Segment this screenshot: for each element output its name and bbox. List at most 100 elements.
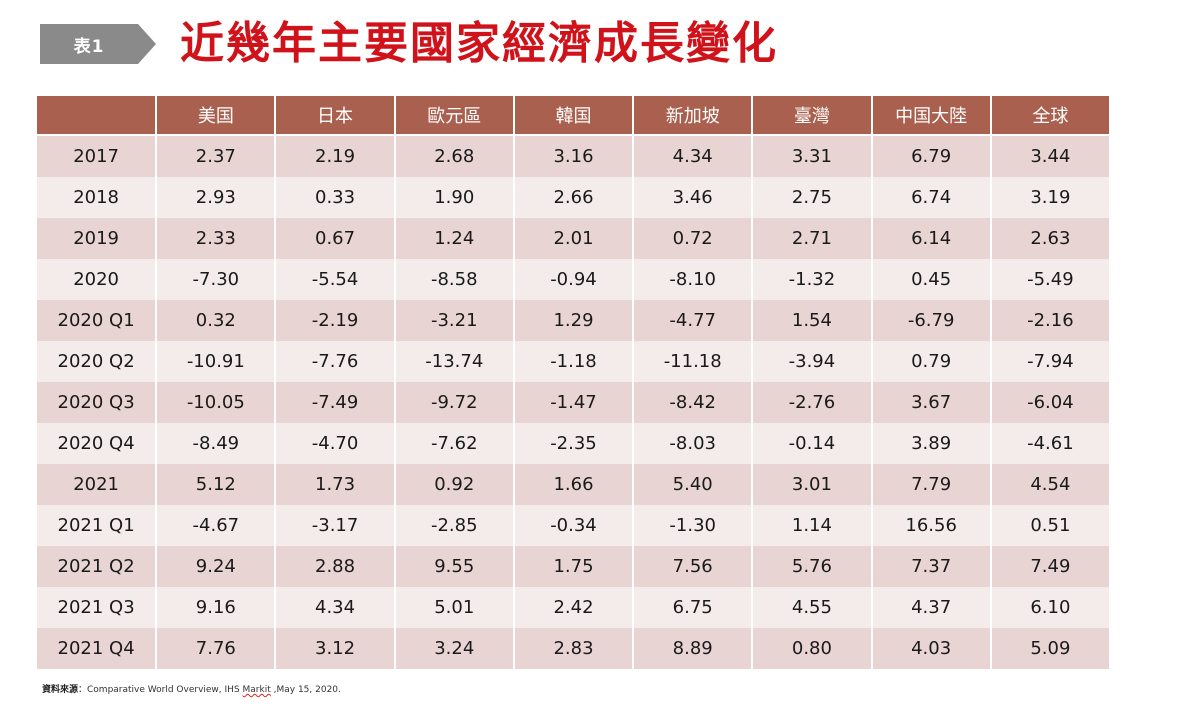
table-cell: -4.77 [633, 300, 754, 341]
table-cell: 9.16 [156, 587, 277, 628]
tag-arrow-icon [138, 24, 156, 64]
table-cell: 4.37 [871, 587, 992, 628]
table-cell: 4.34 [275, 587, 396, 628]
source-text: ：Comparative World Overview, IHS [78, 685, 243, 695]
table-cell: 7.79 [871, 464, 992, 505]
table-cell: 2.68 [394, 135, 515, 177]
row-label: 2021 Q1 [37, 505, 158, 546]
table-cell: -2.85 [394, 505, 515, 546]
table-cell: -9.72 [394, 382, 515, 423]
table-cell: 1.75 [513, 546, 635, 587]
table-cell: -1.30 [633, 505, 754, 546]
column-header: 中国大陸 [871, 96, 992, 136]
table-cell: -8.42 [633, 382, 754, 423]
table-row: 2021 Q2 9.24 2.88 9.55 1.75 7.56 5.76 7.37 7.49 [37, 546, 1112, 587]
table-cell: 1.24 [394, 218, 515, 259]
table-cell: 0.33 [275, 177, 396, 218]
table-cell: -3.17 [275, 505, 396, 546]
table-cell: -3.21 [394, 300, 515, 341]
column-header: 歐元區 [394, 96, 515, 136]
table-cell: -7.30 [156, 259, 277, 300]
table-header-row: 美国 日本 歐元區 韓国 新加坡 臺灣 中国大陸 全球 [37, 96, 1112, 136]
table-corner-cell [37, 96, 158, 136]
table-row: 2020 Q4 -8.49 -4.70 -7.62 -2.35 -8.03 -0.14 3.8… [37, 423, 1112, 464]
table-cell: 6.75 [633, 587, 754, 628]
table-cell: -6.79 [871, 300, 992, 341]
table-cell: -2.19 [275, 300, 396, 341]
table-cell: 0.45 [871, 259, 992, 300]
table-cell: 5.09 [990, 628, 1112, 669]
row-label: 2020 [37, 259, 158, 300]
table-row: 2021 Q1 -4.67 -3.17 -2.85 -0.34 -1.30 1.14 16.5… [37, 505, 1112, 546]
table-row: 2020 Q2 -10.91 -7.76 -13.74 -1.18 -11.18 -3.94… [37, 341, 1112, 382]
table-cell: -7.62 [394, 423, 515, 464]
table-row: 2019 2.33 0.67 1.24 2.01 0.72 2.71 6.14 2.63 [37, 218, 1112, 259]
table-cell: 8.89 [633, 628, 754, 669]
table-cell: -1.18 [513, 341, 635, 382]
column-header: 韓国 [513, 96, 635, 136]
row-label: 2017 [37, 135, 158, 177]
table-cell: -4.67 [156, 505, 277, 546]
table-cell: 3.24 [394, 628, 515, 669]
table-cell: 0.92 [394, 464, 515, 505]
column-header: 新加坡 [633, 96, 754, 136]
table-cell: 0.51 [990, 505, 1112, 546]
row-label: 2021 Q2 [37, 546, 158, 587]
table-row: 2020 Q1 0.32 -2.19 -3.21 1.29 -4.77 1.54 -6.79-… [37, 300, 1112, 341]
source-label: 資料來源 [42, 685, 79, 695]
table-cell: 1.54 [752, 300, 873, 341]
title-bar: 表1 近幾年主要國家經濟成長變化 [40, 14, 778, 74]
table-cell: 3.01 [752, 464, 873, 505]
table-cell: 7.56 [633, 546, 754, 587]
table-cell: 5.12 [156, 464, 277, 505]
table-cell: -7.94 [990, 341, 1112, 382]
table-cell: 2.37 [156, 135, 277, 177]
table-cell: -0.14 [752, 423, 873, 464]
row-label: 2021 [37, 464, 158, 505]
table-cell: -0.94 [513, 259, 635, 300]
table-cell: 4.03 [871, 628, 992, 669]
table-cell: -5.54 [275, 259, 396, 300]
table-cell: 5.76 [752, 546, 873, 587]
table-cell: -4.61 [990, 423, 1112, 464]
table-cell: 0.80 [752, 628, 873, 669]
table-cell: -10.91 [156, 341, 277, 382]
table-cell: 1.14 [752, 505, 873, 546]
table-cell: 6.14 [871, 218, 992, 259]
table-cell: 2.66 [513, 177, 635, 218]
table-cell: 3.19 [990, 177, 1112, 218]
row-label: 2019 [37, 218, 158, 259]
page-title: 近幾年主要國家經濟成長變化 [180, 18, 778, 69]
table-cell: 4.55 [752, 587, 873, 628]
table-cell: 2.83 [513, 628, 635, 669]
table-cell: 3.67 [871, 382, 992, 423]
table-row: 2018 2.93 0.33 1.90 2.66 3.46 2.75 6.74 3.19 [37, 177, 1112, 218]
table-cell: 6.79 [871, 135, 992, 177]
table-cell: 2.75 [752, 177, 873, 218]
row-label: 2020 Q3 [37, 382, 158, 423]
table-cell: 7.49 [990, 546, 1112, 587]
table-cell: -2.35 [513, 423, 635, 464]
table-tag-label: 表1 [73, 36, 105, 57]
table-cell: 2.42 [513, 587, 635, 628]
source-date: ,May 15, 2020. [270, 685, 341, 695]
table-cell: 2.33 [156, 218, 277, 259]
table-cell: -8.49 [156, 423, 277, 464]
table-cell: 0.32 [156, 300, 277, 341]
table-cell: -7.49 [275, 382, 396, 423]
source-note: 資料來源：Comparative World Overview, IHS Mar… [42, 682, 341, 695]
table-cell: 5.40 [633, 464, 754, 505]
table-cell: 1.73 [275, 464, 396, 505]
table-cell: -1.47 [513, 382, 635, 423]
column-header: 日本 [275, 96, 396, 136]
row-label: 2021 Q4 [37, 628, 158, 669]
table-cell: 2.19 [275, 135, 396, 177]
table-cell: -11.18 [633, 341, 754, 382]
table-tag: 表1 [40, 24, 138, 64]
table-cell: -0.34 [513, 505, 635, 546]
table-cell: 2.88 [275, 546, 396, 587]
table-cell: -3.94 [752, 341, 873, 382]
table-row: 2017 2.37 2.19 2.68 3.16 4.34 3.31 6.79 3.44 [37, 135, 1112, 177]
table-cell: 3.46 [633, 177, 754, 218]
table-cell: 3.31 [752, 135, 873, 177]
